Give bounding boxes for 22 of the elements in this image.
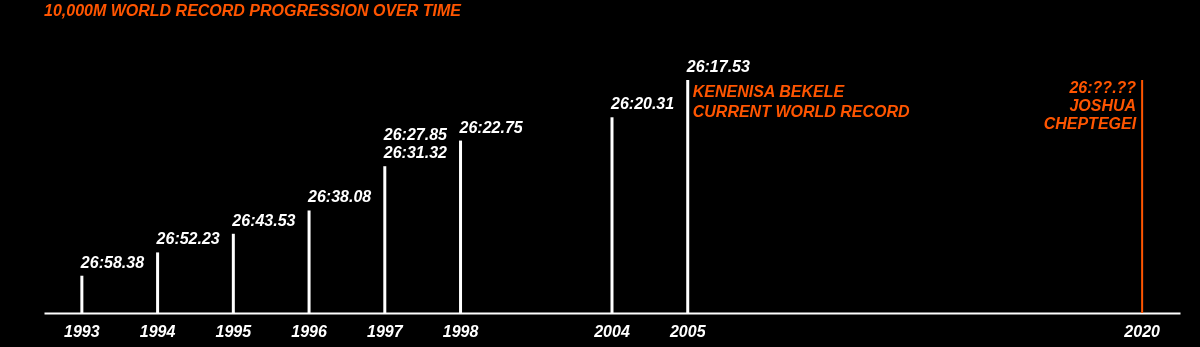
annotation: 26:58.38 [79,253,145,271]
x-tick-label: 2005 [668,322,707,340]
annotation: 26:43.53 [231,211,296,229]
x-tick-label: 1997 [367,322,404,340]
annotation: 26:20.31 [610,95,675,113]
annotation: CURRENT WORLD RECORD [692,103,911,120]
ref-line-label: 26:??.?? JOSHUA CHEPTEGEI [1043,79,1137,132]
chart-title: 10,000M WORLD RECORD PROGRESSION OVER TIME [44,2,463,19]
annotation: 26:17.53 [685,58,750,75]
annotation: 26:38.08 [307,188,372,206]
x-tick-label: 1996 [291,322,327,340]
x-tick-label: 1993 [64,322,100,340]
x-tick-label: 1994 [139,322,176,340]
annotation: KENENISA BEKELE [692,83,846,100]
x-tick-label: 2020 [1123,322,1161,340]
annotation: 26:52.23 [155,230,220,248]
x-tick-label: 1998 [442,322,479,340]
annotation: 26:27.85 [382,126,449,144]
annotation: 26:31.32 [382,144,448,162]
x-tick-label: 1995 [215,322,253,340]
x-tick-label: 2004 [593,322,630,340]
annotation: 26:22.75 [458,118,524,136]
